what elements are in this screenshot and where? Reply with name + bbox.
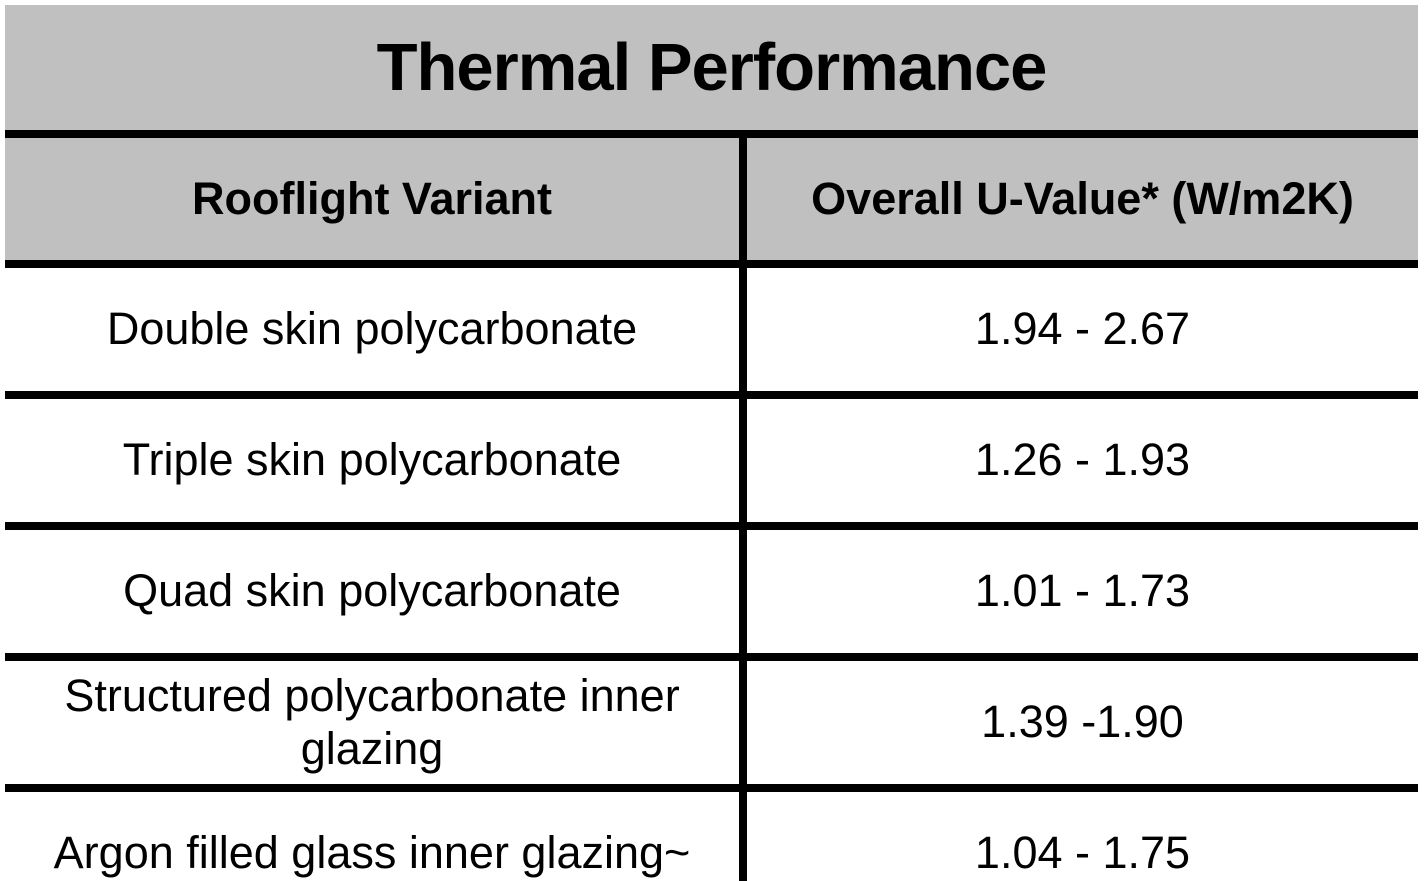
table-row: Quad skin polycarbonate 1.01 - 1.73 — [5, 526, 1419, 661]
variant-cell: Argon filled glass inner glazing~ — [5, 788, 743, 881]
table-row: Triple skin polycarbonate 1.26 - 1.93 — [5, 395, 1419, 530]
variant-cell: Double skin polycarbonate — [5, 264, 743, 399]
u-value-cell: 1.04 - 1.75 — [738, 788, 1419, 881]
table-row: Structured polycarbonate inner glazing 1… — [5, 657, 1419, 792]
variant-cell: Quad skin polycarbonate — [5, 526, 743, 661]
u-value-cell: 1.94 - 2.67 — [738, 264, 1419, 399]
table-row: Double skin polycarbonate 1.94 - 2.67 — [5, 264, 1419, 399]
page-title: Thermal Performance — [5, 5, 1419, 138]
thermal-performance-table: Thermal Performance Rooflight Variant Ov… — [5, 5, 1419, 881]
u-value-cell: 1.39 -1.90 — [738, 657, 1419, 792]
u-value-cell: 1.01 - 1.73 — [738, 526, 1419, 661]
u-value-cell: 1.26 - 1.93 — [738, 395, 1419, 530]
title-row: Thermal Performance — [5, 5, 1419, 138]
variant-cell: Structured polycarbonate inner glazing — [5, 657, 743, 792]
table-row: Argon filled glass inner glazing~ 1.04 -… — [5, 788, 1419, 881]
column-header-rooflight-variant: Rooflight Variant — [5, 134, 743, 268]
variant-cell: Triple skin polycarbonate — [5, 395, 743, 530]
column-header-u-value: Overall U-Value* (W/m2K) — [738, 134, 1419, 268]
table-header-row: Rooflight Variant Overall U-Value* (W/m2… — [5, 134, 1419, 268]
